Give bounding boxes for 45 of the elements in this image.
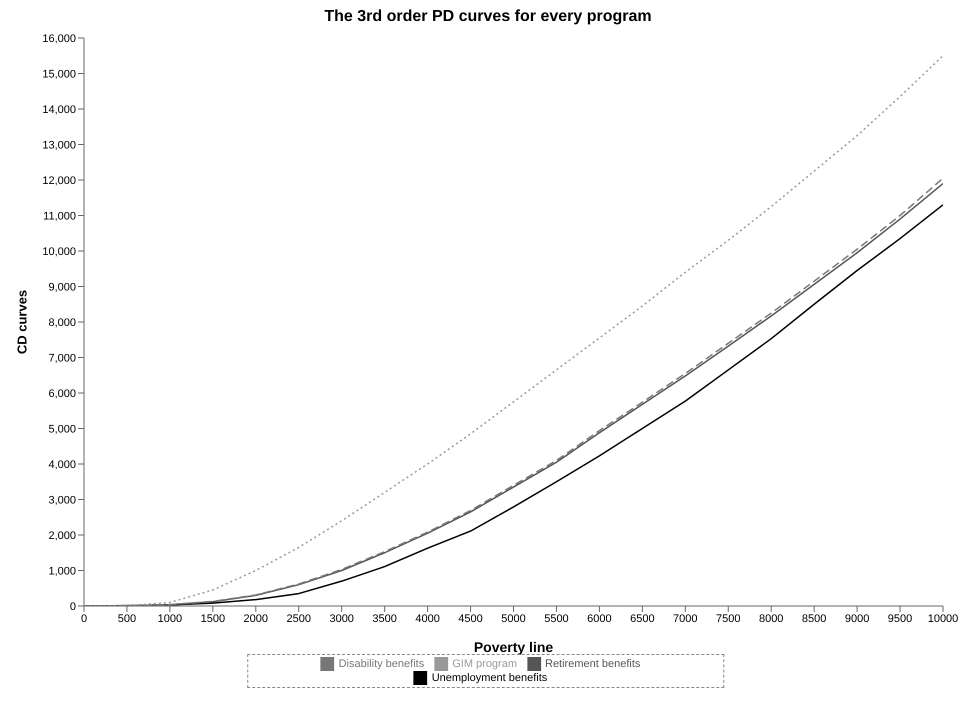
y-tick-label: 15,000	[42, 68, 76, 80]
y-tick-label: 5,000	[48, 423, 76, 436]
y-tick-label: 7,000	[48, 352, 76, 364]
x-tick-label: 1000	[158, 612, 182, 625]
x-tick-label: 9500	[888, 612, 912, 625]
legend-label: GIM program	[452, 658, 517, 670]
x-tick-label: 7000	[673, 612, 698, 625]
x-tick-label: 5000	[501, 612, 526, 625]
x-tick-label: 8500	[802, 612, 826, 625]
y-tick-label: 13,000	[42, 139, 76, 152]
y-tick-label: 8,000	[48, 316, 76, 329]
legend-label: Disability benefits	[338, 658, 424, 670]
y-tick-label: 0	[70, 600, 76, 613]
x-tick-label: 2000	[244, 612, 268, 625]
y-tick-label: 1,000	[48, 565, 76, 578]
x-tick-label: 6000	[587, 612, 612, 625]
y-axis-title: CD curves	[14, 290, 30, 354]
y-tick-label: 2,000	[48, 530, 76, 542]
x-tick-label: 0	[80, 612, 88, 625]
x-tick-label: 500	[118, 612, 136, 625]
x-tick-label: 10000	[928, 612, 958, 625]
x-tick-label: 4000	[415, 612, 440, 625]
x-tick-label: 4500	[458, 612, 483, 625]
x-tick-label: 5500	[544, 612, 569, 625]
x-tick-label: 6500	[630, 612, 655, 625]
x-axis-title: Poverty line	[474, 639, 554, 655]
y-tick-label: 6,000	[48, 388, 76, 400]
y-tick-label: 12,000	[42, 174, 76, 187]
x-tick-label: 2500	[286, 612, 311, 625]
x-tick-label: 3500	[372, 612, 397, 625]
legend-label: Retirement benefits	[545, 658, 640, 670]
chart-title: The 3rd order PD curves for every program	[323, 8, 653, 26]
y-tick-label: 16,000	[42, 32, 76, 45]
x-tick-label: 7500	[716, 612, 740, 625]
x-tick-label: 3000	[329, 612, 354, 625]
y-tick-label: 14,000	[42, 104, 76, 116]
y-tick-label: 9,000	[48, 281, 76, 294]
y-tick-label: 10,000	[42, 246, 76, 258]
x-tick-label: 9000	[844, 612, 870, 625]
y-tick-label: 11,000	[43, 210, 76, 222]
x-tick-label: 8000	[758, 612, 784, 625]
legend-label: Unemployment benefits	[432, 672, 548, 684]
y-tick-label: 3,000	[48, 494, 76, 506]
x-tick-label: 1500	[200, 612, 226, 625]
y-tick-label: 4,000	[48, 458, 76, 471]
